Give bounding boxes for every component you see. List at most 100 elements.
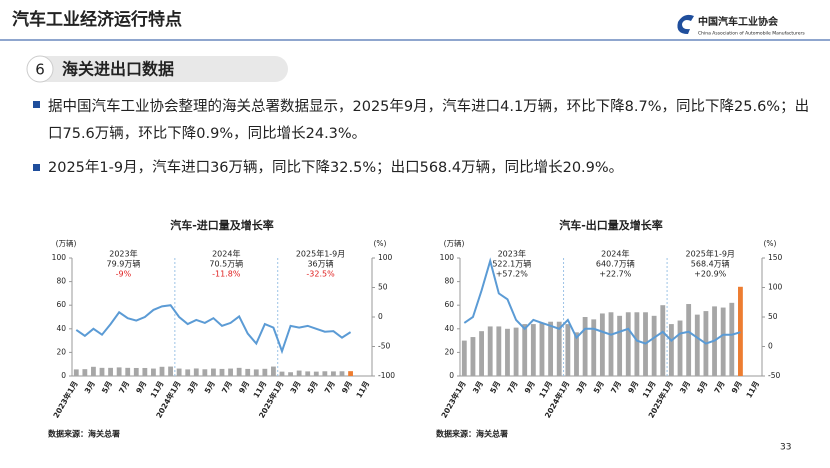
chart-title: 汽车-进口量及增长率 (170, 218, 274, 232)
y2-unit: (%) (374, 239, 387, 248)
y2-tick-label: 100 (378, 253, 393, 262)
bullet-marker (33, 164, 40, 171)
bar (279, 371, 285, 376)
y2-unit: (%) (764, 239, 777, 248)
bar (151, 368, 156, 376)
bar (548, 321, 554, 376)
page-number: 33 (780, 443, 791, 453)
section-title: 海关进出口数据 (62, 60, 174, 79)
y-tick-label: 40 (444, 324, 454, 333)
bar (565, 324, 571, 376)
bar (591, 319, 597, 376)
bar (322, 371, 328, 376)
y-tick-label: 80 (56, 277, 66, 286)
bar (582, 317, 588, 376)
y-tick-label: 100 (52, 253, 67, 262)
bar (513, 327, 519, 376)
y-unit: (万辆) (444, 238, 465, 248)
bar (236, 367, 242, 376)
y-tick-label: 60 (444, 300, 454, 309)
y-tick-label: 100 (440, 253, 455, 262)
y-tick-label: 40 (56, 324, 66, 333)
annotation-volume: 70.5万辆 (209, 259, 243, 269)
bar (694, 314, 700, 376)
y-unit: (万辆) (56, 238, 77, 248)
bar (348, 371, 353, 376)
bar (73, 369, 79, 376)
annotation-period: 2025年1-9月 (686, 249, 735, 259)
y-tick-label: 0 (449, 371, 454, 380)
bar (522, 324, 528, 376)
y-tick-label: 0 (61, 371, 66, 380)
y-tick-label: 60 (56, 300, 66, 309)
line (75, 304, 352, 355)
bar (574, 332, 579, 376)
bar (202, 369, 208, 376)
bar (539, 322, 545, 376)
annotation-growth: +22.7% (599, 270, 632, 279)
bar (228, 368, 233, 376)
bar (313, 371, 319, 376)
bar (271, 366, 276, 376)
bar (211, 368, 216, 376)
bar (505, 328, 510, 376)
bar (185, 369, 191, 376)
bar (496, 326, 502, 376)
bar (738, 286, 743, 376)
section-circle (26, 55, 54, 83)
annotation-period: 2024年 (601, 249, 629, 259)
annotation-period: 2023年 (109, 249, 137, 259)
bar (176, 368, 182, 376)
annotation-volume: 640.7万辆 (596, 259, 635, 269)
bar (479, 331, 484, 376)
annotation-volume: 36万辆 (307, 259, 333, 269)
bar (108, 367, 113, 376)
annotation-growth: +20.9% (694, 270, 727, 279)
bar (193, 368, 199, 376)
y-tick-label: 20 (56, 347, 66, 356)
y2-tick-label: 0 (768, 342, 773, 351)
y2-tick-label: 50 (378, 283, 388, 292)
annotation-volume: 522.1万辆 (492, 259, 531, 269)
bar (556, 321, 562, 376)
bar (530, 324, 536, 376)
annotation-period: 2024年 (212, 249, 240, 259)
source: 数据来源：海关总署 (436, 429, 508, 439)
bar (660, 305, 666, 376)
y2-tick-label: 100 (768, 283, 783, 292)
bar (720, 307, 726, 376)
annotation-volume: 79.9万辆 (107, 259, 141, 269)
y2-tick-label: -100 (378, 371, 395, 380)
bar (686, 304, 692, 376)
bar (262, 368, 268, 376)
logo-en: China Association of Automobile Manufact… (698, 31, 805, 37)
bar (82, 369, 88, 376)
logo-mark (677, 14, 694, 34)
bullet-box: 据中国汽车工业协会整理的海关总署数据显示，2025年9月，汽车进口4.1万辆，环… (48, 99, 809, 142)
bar (625, 312, 631, 376)
bar (487, 326, 493, 376)
annotation-period: 2023年 (498, 249, 526, 259)
section-band (28, 56, 288, 82)
source: 数据来源：海关总署 (48, 429, 120, 439)
line (463, 257, 741, 345)
bar (599, 313, 605, 376)
bar (608, 312, 614, 376)
chart-title: 汽车-出口量及增长率 (559, 218, 663, 232)
bar (729, 302, 735, 376)
y2-tick-label: 50 (768, 312, 778, 321)
bar (133, 367, 139, 376)
bullet-marker (33, 101, 40, 108)
bar (99, 367, 105, 376)
y-tick-label: 20 (444, 347, 454, 356)
y2-tick-label: 150 (768, 253, 783, 262)
bar (339, 371, 345, 376)
annotation-growth: -9% (116, 270, 132, 279)
bar (91, 366, 96, 376)
bar (142, 367, 148, 376)
bullet-text: 2025年1-9月，汽车进口36万辆，同比下降32.5%；出口568.4万辆，同… (48, 159, 623, 176)
bar (159, 366, 165, 376)
logo-text: 中国汽车工业协会 (698, 15, 778, 28)
y2-tick-label: -50 (768, 371, 780, 380)
